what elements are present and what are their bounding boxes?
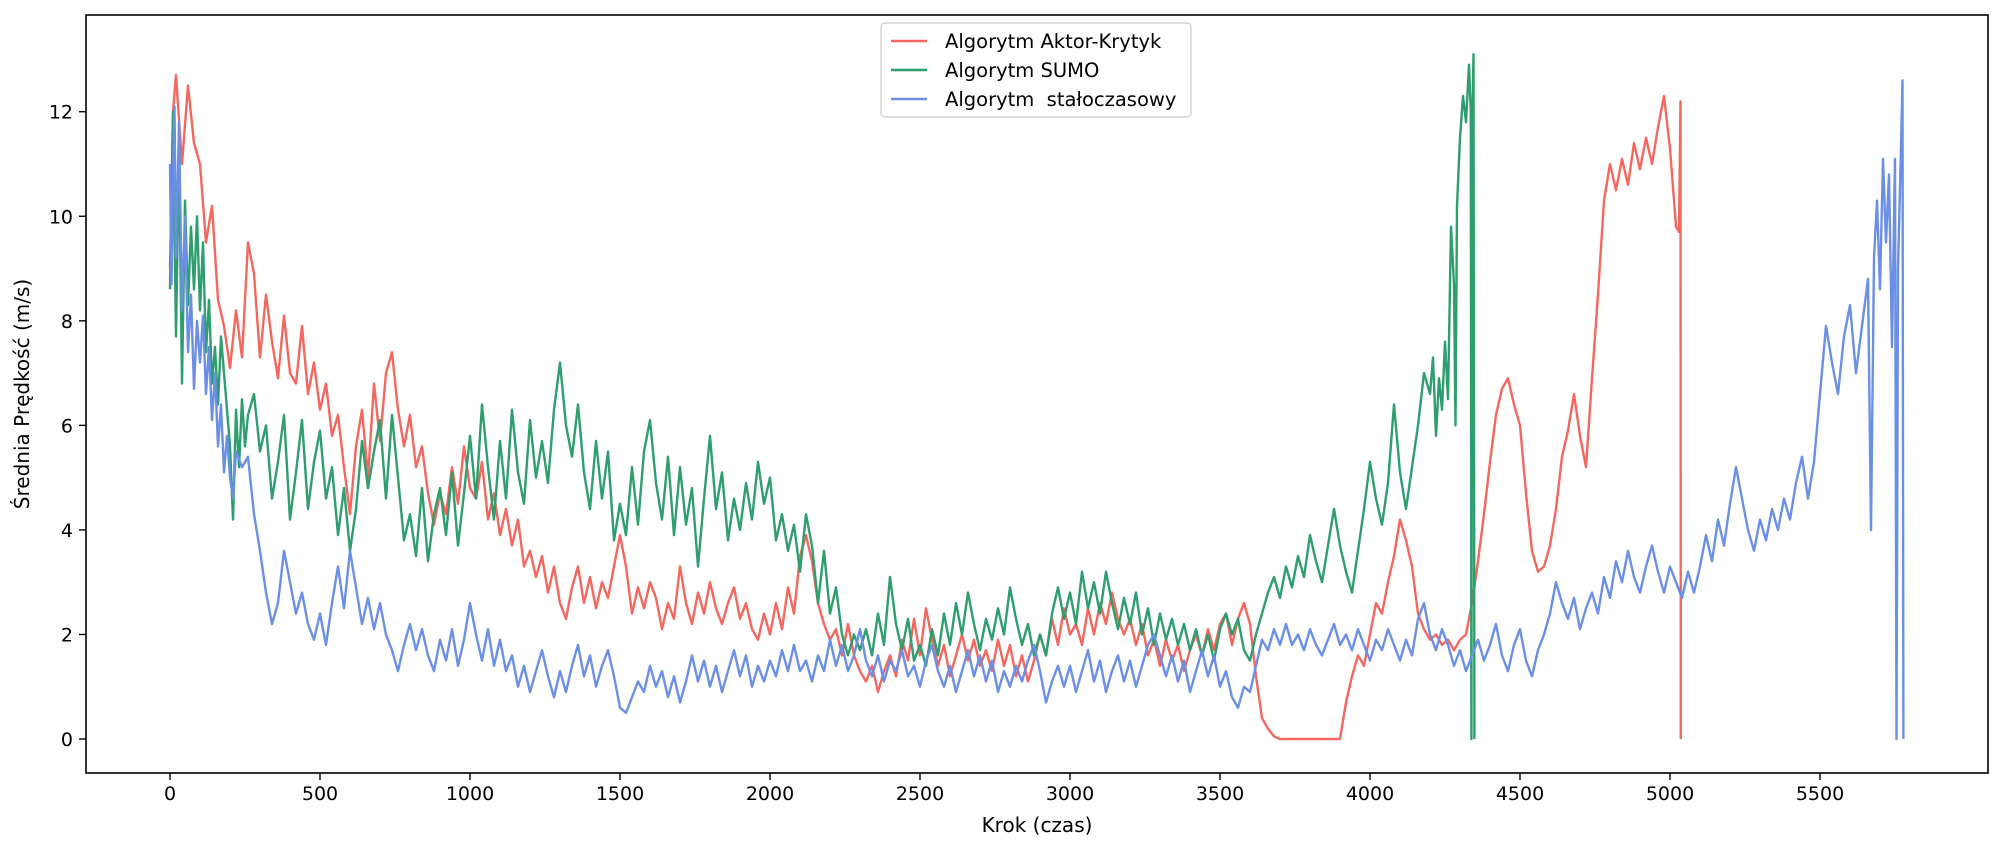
y-tick-label: 2 [61, 624, 73, 646]
y-tick-label: 8 [61, 311, 73, 333]
x-tick-label: 1000 [446, 783, 494, 805]
x-tick-label: 0 [164, 783, 176, 805]
x-tick-label: 1500 [596, 783, 644, 805]
y-tick-label: 12 [49, 102, 73, 124]
axes-layer: 0 500 1000 1500 2000 2500 3000 3500 4000 4500 5000… [49, 14, 1989, 805]
x-tick-label: 500 [302, 783, 338, 805]
x-tick-label: 5500 [1796, 783, 1844, 805]
y-axis-label: Średnia Prędkość (m/s) [10, 279, 34, 509]
x-tick-label: 4500 [1496, 783, 1544, 805]
x-tick-label: 2500 [896, 783, 944, 805]
y-tick-label: 4 [61, 520, 73, 542]
x-tick-label: 2000 [746, 783, 794, 805]
series-layer [168, 53, 1905, 741]
series-line-2 [168, 53, 1476, 741]
x-tick-label: 3500 [1196, 783, 1244, 805]
x-tick-label: 3000 [1046, 783, 1094, 805]
legend: Algorytm Aktor-Krytyk Algorytm SUMO Algory… [880, 22, 1192, 118]
legend-label-2: Algorytm SUMO [945, 59, 1099, 82]
plot-frame [85, 14, 1989, 774]
x-axis-label: Krok (czas) [982, 813, 1093, 837]
y-tick-label: 0 [61, 729, 73, 751]
x-tick-label: 4000 [1346, 783, 1394, 805]
y-tick-label: 6 [61, 415, 73, 437]
legend-label-3: Algorytm stałoczasowy [945, 88, 1176, 111]
series-line-3 [168, 79, 1905, 741]
legend-label-1: Algorytm Aktor-Krytyk [945, 30, 1162, 53]
legend-box [880, 22, 1192, 118]
y-tick-label: 10 [49, 206, 73, 228]
x-tick-label: 5000 [1646, 783, 1694, 805]
